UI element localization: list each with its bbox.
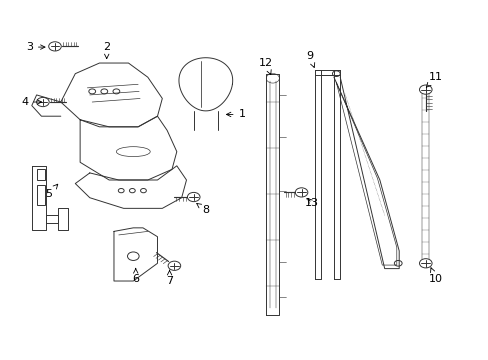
Text: 1: 1 xyxy=(226,109,245,120)
Text: 2: 2 xyxy=(103,42,110,59)
Text: 4: 4 xyxy=(21,97,41,107)
Text: 5: 5 xyxy=(45,184,58,199)
Text: 8: 8 xyxy=(196,203,209,215)
Text: 7: 7 xyxy=(165,270,173,286)
Text: 6: 6 xyxy=(132,269,139,284)
Text: 3: 3 xyxy=(26,42,45,52)
Text: 9: 9 xyxy=(305,51,314,67)
Bar xyxy=(37,185,45,205)
Bar xyxy=(37,169,45,180)
Text: 10: 10 xyxy=(427,268,442,284)
Text: 12: 12 xyxy=(259,58,273,75)
Text: 11: 11 xyxy=(426,72,442,87)
Text: 13: 13 xyxy=(305,198,319,208)
